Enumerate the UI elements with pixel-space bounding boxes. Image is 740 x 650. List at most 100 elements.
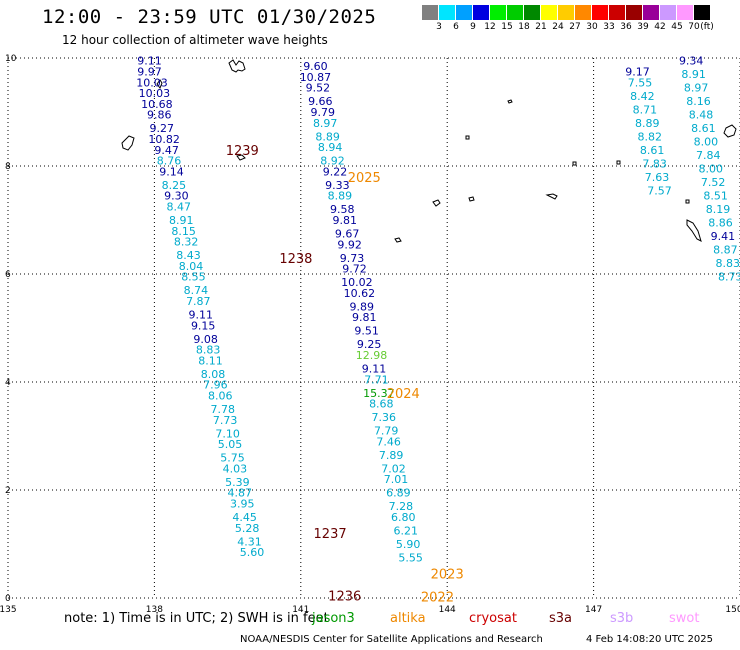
wave-height-value: 9.60 <box>303 60 328 73</box>
wave-height-value: 5.90 <box>396 538 421 551</box>
wave-height-value: 9.86 <box>147 109 172 122</box>
wave-height-value: 9.34 <box>679 55 704 68</box>
lon-tick-label: 150 <box>725 605 740 615</box>
wave-height-value: 9.67 <box>335 228 360 241</box>
wave-height-value: 8.16 <box>686 95 711 108</box>
map-subtitle: 12 hour collection of altimeter wave hei… <box>62 33 328 47</box>
pass-number-label: 2024 <box>387 387 420 402</box>
wave-height-value: 8.73 <box>718 271 740 284</box>
pass-number-label: 1237 <box>314 527 347 542</box>
legend-label: 42 <box>654 22 666 32</box>
wave-height-value: 8.68 <box>369 398 394 411</box>
wave-height-value: 7.89 <box>379 449 404 462</box>
wave-height-value: 7.73 <box>213 414 238 427</box>
lat-tick-label: 2 <box>5 486 11 496</box>
wave-height-value: 9.72 <box>342 263 367 276</box>
legend-label: 3 <box>436 22 442 32</box>
legend-swatch <box>422 5 439 20</box>
wave-height-value: 8.71 <box>633 103 658 116</box>
island-outline <box>545 193 558 200</box>
pass-number-label: 1236 <box>328 589 361 604</box>
map-title: 12:00 - 23:59 UTC 01/30/2025 <box>42 6 377 28</box>
island-outline <box>156 79 163 90</box>
lat-tick-label: 10 <box>5 54 17 64</box>
island-outline <box>686 219 702 242</box>
wave-height-value: 10.02 <box>341 276 373 289</box>
pass-number-label: 2025 <box>348 171 381 186</box>
footer-note-row: note: 1) Time is in UTC; 2) SWH is in fe… <box>0 611 740 631</box>
legend-label: 24 <box>552 22 564 32</box>
satellite-s3b: s3b <box>610 611 634 626</box>
pass-number-label: 1238 <box>279 252 312 267</box>
legend-swatch <box>558 5 575 20</box>
lon-tick-label: 138 <box>146 605 163 615</box>
wave-height-value: 9.22 <box>323 165 348 178</box>
lat-tick-label: 6 <box>5 270 11 280</box>
wave-height-value: 12.98 <box>356 349 388 362</box>
lat-tick-label: 0 <box>5 594 11 604</box>
wave-height-value: 8.92 <box>320 155 345 168</box>
wave-height-value: 9.30 <box>164 190 189 203</box>
legend-swatch <box>660 5 677 20</box>
legend-swatch <box>541 5 558 20</box>
legend-label: 21 <box>535 22 547 32</box>
wave-height-value: 7.52 <box>701 176 726 189</box>
legend-swatch <box>507 5 524 20</box>
lon-tick-label: 135 <box>0 605 17 615</box>
wave-height-value: 9.25 <box>357 338 382 351</box>
island-outline <box>572 161 577 166</box>
wave-height-value: 5.05 <box>218 438 243 451</box>
legend-swatch <box>643 5 660 20</box>
wave-height-value: 8.91 <box>169 214 194 227</box>
island-outline <box>394 237 402 243</box>
wave-height-value: 15.37 <box>363 387 395 400</box>
legend-unit: (ft) <box>700 22 714 32</box>
legend-labels: 3 6 9 12 15 18 21 24 27 30 33 36 39 42 45 70 (ft) <box>422 20 714 34</box>
wave-height-value: 8.19 <box>706 203 731 216</box>
island-outline <box>121 135 135 151</box>
wave-height-value: 7.55 <box>628 76 653 89</box>
wave-height-value: 8.97 <box>313 117 338 130</box>
island-outline <box>228 59 246 73</box>
wave-height-value: 9.11 <box>362 363 387 376</box>
wave-height-value: 8.08 <box>201 368 226 381</box>
legend-label: 30 <box>586 22 598 32</box>
legend-label: 39 <box>637 22 649 32</box>
wave-height-value: 4.31 <box>237 535 262 548</box>
wave-height-value: 9.58 <box>330 203 355 216</box>
wave-height-value: 7.87 <box>186 295 211 308</box>
wave-height-value: 8.89 <box>635 117 660 130</box>
wave-height-value: 10.68 <box>141 98 173 111</box>
wave-height-value: 8.86 <box>708 217 733 230</box>
wave-height-value: 8.06 <box>208 390 233 403</box>
island-outlines <box>121 59 737 243</box>
legend-swatch <box>439 5 456 20</box>
wave-height-value: 9.17 <box>625 66 650 79</box>
wave-height-value: 8.74 <box>184 284 209 297</box>
wave-height-value: 6.89 <box>386 487 411 500</box>
legend-label: 33 <box>603 22 615 32</box>
lon-tick-label: 147 <box>585 605 602 615</box>
wave-height-value: 9.27 <box>149 122 174 135</box>
wave-height-value: 4.45 <box>232 511 257 524</box>
wave-height-value: 8.97 <box>684 82 709 95</box>
pass-number-label: 2023 <box>431 568 464 583</box>
legend-label: 15 <box>501 22 513 32</box>
wave-height-value: 9.11 <box>189 309 214 322</box>
wave-height-value: 3.95 <box>230 498 255 511</box>
wave-height-value: 8.89 <box>328 190 353 203</box>
legend-label: 6 <box>453 22 459 32</box>
wave-height-value: 7.36 <box>372 411 397 424</box>
wave-height-value: 5.60 <box>240 546 265 559</box>
legend-swatch <box>524 5 541 20</box>
wave-height-value: 9.79 <box>311 106 336 119</box>
island-outline <box>236 154 246 161</box>
legend-swatch <box>473 5 490 20</box>
satellite-swot: swot <box>669 611 700 626</box>
pass-number-label: 1239 <box>226 144 259 159</box>
wave-height-value: 9.92 <box>337 238 362 251</box>
lon-tick-label: 141 <box>292 605 309 615</box>
legend-label: 27 <box>569 22 581 32</box>
wave-height-value: 4.03 <box>223 462 248 475</box>
wave-height-value: 9.47 <box>154 144 179 157</box>
